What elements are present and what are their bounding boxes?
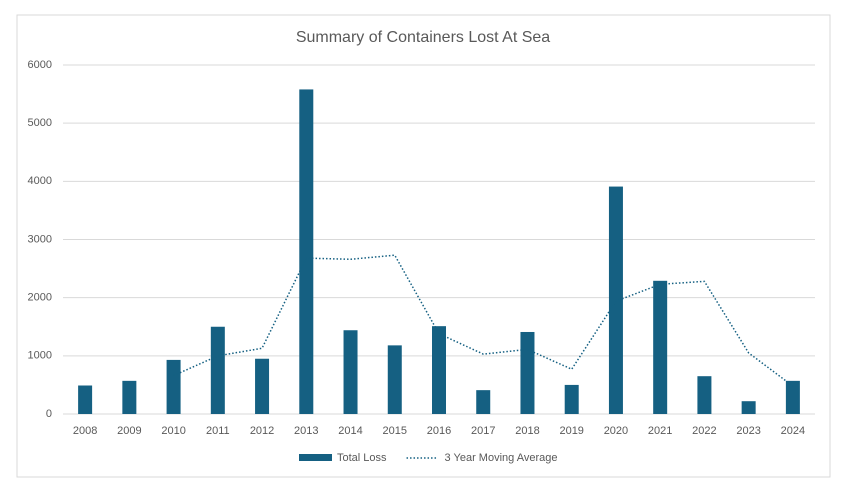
x-tick-label: 2020 (604, 425, 628, 437)
y-tick-label: 6000 (28, 59, 52, 71)
bar (653, 280, 668, 414)
y-tick-label: 0 (46, 408, 52, 420)
x-tick-label: 2010 (161, 425, 185, 437)
bar (741, 401, 756, 414)
x-tick-label: 2022 (692, 425, 716, 437)
bar (387, 345, 402, 414)
bar (343, 330, 358, 414)
x-tick-label: 2021 (648, 425, 672, 437)
x-tick-label: 2019 (559, 425, 583, 437)
y-tick-label: 1000 (28, 350, 52, 362)
bar (608, 186, 623, 414)
bar (785, 380, 800, 414)
y-tick-label: 5000 (28, 117, 52, 129)
x-tick-label: 2015 (383, 425, 407, 437)
bar (432, 326, 446, 414)
bar (564, 384, 579, 414)
bar (166, 359, 181, 414)
chart-frame (16, 14, 831, 478)
y-tick-label: 3000 (28, 233, 52, 245)
bar (299, 89, 314, 415)
x-tick-label: 2023 (736, 425, 760, 437)
x-tick-label: 2011 (206, 425, 230, 437)
moving-average-line (173, 254, 794, 387)
x-tick-label: 2014 (338, 425, 362, 437)
bar (78, 385, 93, 414)
y-tick-label: 2000 (28, 292, 52, 304)
x-tick-label: 2018 (515, 425, 539, 437)
x-tick-label: 2013 (294, 425, 318, 437)
bar (255, 358, 270, 414)
bar (697, 376, 712, 414)
legend-swatch (299, 454, 332, 461)
legend-label: 3 Year Moving Average (445, 452, 558, 464)
y-tick-label: 4000 (28, 175, 52, 187)
x-tick-label: 2024 (781, 425, 805, 437)
x-tick-label: 2012 (250, 425, 274, 437)
chart-title: Summary of Containers Lost At Sea (296, 29, 550, 46)
bar (520, 331, 535, 414)
legend-label: Total Loss (337, 452, 387, 464)
bar (210, 326, 225, 414)
bar (122, 380, 137, 414)
x-tick-label: 2009 (117, 425, 141, 437)
x-tick-label: 2017 (471, 425, 495, 437)
x-tick-label: 2008 (73, 425, 97, 437)
x-tick-label: 2016 (427, 425, 451, 437)
bar (476, 390, 491, 414)
